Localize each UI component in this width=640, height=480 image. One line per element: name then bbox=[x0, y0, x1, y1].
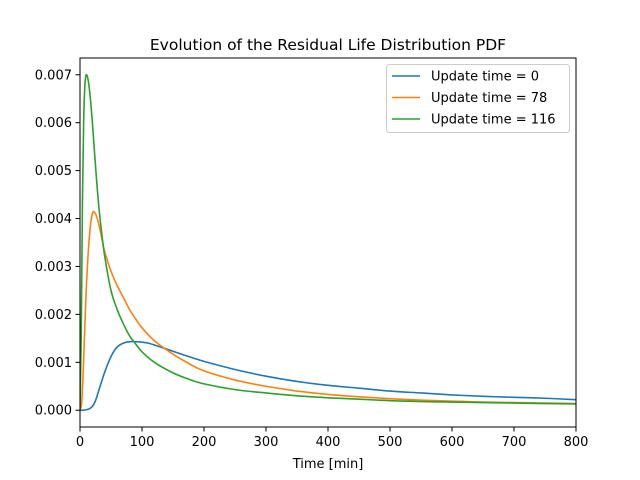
y-tick-label: 0.004 bbox=[35, 212, 72, 227]
x-tick-label: 500 bbox=[378, 435, 403, 450]
x-axis-label: Time [min] bbox=[292, 457, 364, 472]
x-tick-label: 800 bbox=[564, 435, 589, 450]
legend: Update time = 0 Update time = 78 Update ti… bbox=[386, 64, 570, 133]
legend-label-2: Update time = 116 bbox=[431, 113, 556, 128]
y-tick-label: 0.006 bbox=[35, 116, 72, 131]
x-tick-label: 0 bbox=[76, 435, 84, 450]
legend-label-0: Update time = 0 bbox=[431, 70, 539, 85]
legend-label-1: Update time = 78 bbox=[431, 91, 547, 106]
y-tick-label: 0.003 bbox=[35, 260, 72, 275]
legend-box bbox=[386, 64, 570, 133]
y-axis-ticks: 0.000 0.001 0.002 0.003 0.004 0.005 0.006 0.007 bbox=[35, 68, 80, 419]
x-tick-label: 300 bbox=[254, 435, 279, 450]
chart-title: Evolution of the Residual Life Distribut… bbox=[150, 36, 506, 54]
y-tick-label: 0.001 bbox=[35, 356, 72, 371]
series-line-0 bbox=[80, 340, 576, 412]
y-tick-label: 0.000 bbox=[35, 404, 72, 419]
x-tick-label: 100 bbox=[130, 435, 155, 450]
series-lines bbox=[80, 73, 576, 412]
y-tick-label: 0.005 bbox=[35, 164, 72, 179]
plot-frame bbox=[79, 57, 577, 428]
x-tick-label: 700 bbox=[502, 435, 527, 450]
x-tick-label: 400 bbox=[316, 435, 341, 450]
series-line-1 bbox=[80, 210, 576, 412]
x-tick-label: 600 bbox=[440, 435, 465, 450]
plot-area: 0 100 200 300 400 500 600 700 800 0.0000.0010.00… bbox=[35, 57, 589, 450]
y-tick-label: 0.007 bbox=[35, 68, 72, 83]
x-axis-ticks: 0 100 200 300 400 500 600 700 800 bbox=[76, 427, 589, 450]
y-tick-label: 0.002 bbox=[35, 308, 72, 323]
series-line-2 bbox=[80, 73, 576, 412]
x-tick-label: 200 bbox=[192, 435, 217, 450]
